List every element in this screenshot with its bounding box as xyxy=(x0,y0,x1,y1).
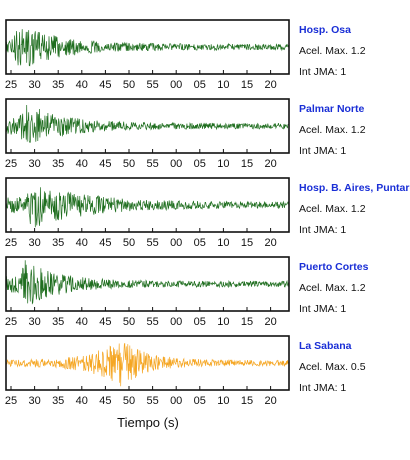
panel-frame xyxy=(5,256,290,312)
seismogram-panel: 25 30 35 40 45 50 55 00 05 10 15 20 Palmar Norte Acel… xyxy=(5,98,366,170)
x-tick-label: 50 xyxy=(123,395,135,407)
station-acceleration: Acel. Max. 0.5 xyxy=(299,361,366,373)
station-name: La Sabana xyxy=(299,340,352,352)
x-tick-label: 55 xyxy=(146,158,158,170)
x-tick-label: 05 xyxy=(194,158,206,170)
x-tick-label: 30 xyxy=(28,158,40,170)
x-tick-label: 10 xyxy=(217,158,229,170)
x-tick-label: 15 xyxy=(241,395,253,407)
panel-frame xyxy=(5,19,290,75)
x-tick-label: 00 xyxy=(170,79,182,91)
x-tick-label: 30 xyxy=(28,316,40,328)
x-tick-label: 45 xyxy=(99,79,111,91)
x-tick-label: 30 xyxy=(28,237,40,249)
x-tick-label: 15 xyxy=(241,237,253,249)
x-tick-label: 00 xyxy=(170,237,182,249)
x-tick-label: 10 xyxy=(217,237,229,249)
seismogram-panel: 25 30 35 40 45 50 55 00 05 10 15 20 Puerto Cortes Ace… xyxy=(5,256,369,328)
x-tick-label: 20 xyxy=(264,79,276,91)
x-tick-label: 30 xyxy=(28,395,40,407)
x-tick-label: 50 xyxy=(123,237,135,249)
station-acceleration: Acel. Max. 1.2 xyxy=(299,282,366,294)
x-tick-label: 05 xyxy=(194,395,206,407)
x-tick-label: 55 xyxy=(146,237,158,249)
x-tick-label: 30 xyxy=(28,79,40,91)
panel-frame xyxy=(5,98,290,154)
station-name: Hosp. Osa xyxy=(299,24,351,36)
x-tick-label: 20 xyxy=(264,316,276,328)
panel-frame xyxy=(5,335,290,391)
x-tick-label: 25 xyxy=(5,316,17,328)
x-tick-label: 40 xyxy=(76,316,88,328)
station-intensity: Int JMA: 1 xyxy=(299,382,346,394)
x-tick-label: 15 xyxy=(241,316,253,328)
x-tick-label: 10 xyxy=(217,395,229,407)
waveform-line xyxy=(6,187,289,228)
x-tick-label: 10 xyxy=(217,79,229,91)
x-tick-label: 35 xyxy=(52,316,64,328)
station-intensity: Int JMA: 1 xyxy=(299,224,346,236)
x-tick-label: 55 xyxy=(146,395,158,407)
x-tick-label: 00 xyxy=(170,395,182,407)
station-acceleration: Acel. Max. 1.2 xyxy=(299,124,366,136)
seismogram-panel: 25 30 35 40 45 50 55 00 05 10 15 20 La Sabana Acel. M… xyxy=(5,335,366,407)
x-tick-label: 20 xyxy=(264,158,276,170)
x-tick-label: 10 xyxy=(217,316,229,328)
station-name: Palmar Norte xyxy=(299,103,365,115)
waveform-line xyxy=(6,342,289,387)
seismogram-panel: 25 30 35 40 45 50 55 00 05 10 15 20 Hosp. Osa Acel. M… xyxy=(5,19,366,91)
x-tick-label: 35 xyxy=(52,158,64,170)
x-tick-label: 50 xyxy=(123,316,135,328)
x-tick-label: 40 xyxy=(76,79,88,91)
x-tick-label: 45 xyxy=(99,237,111,249)
x-tick-label: 45 xyxy=(99,158,111,170)
x-tick-label: 40 xyxy=(76,158,88,170)
station-intensity: Int JMA: 1 xyxy=(299,145,346,157)
seismogram-panel: 25 30 35 40 45 50 55 00 05 10 15 20 Hosp. B. Aires, … xyxy=(5,177,410,249)
station-intensity: Int JMA: 1 xyxy=(299,66,346,78)
x-tick-label: 50 xyxy=(123,158,135,170)
x-tick-label: 35 xyxy=(52,79,64,91)
x-tick-label: 00 xyxy=(170,316,182,328)
x-tick-label: 35 xyxy=(52,237,64,249)
x-tick-label: 15 xyxy=(241,158,253,170)
station-acceleration: Acel. Max. 1.2 xyxy=(299,45,366,57)
station-intensity: Int JMA: 1 xyxy=(299,303,346,315)
station-name: Hosp. B. Aires, Puntare xyxy=(299,182,410,194)
waveform-line xyxy=(6,260,289,305)
x-tick-label: 45 xyxy=(99,316,111,328)
x-tick-label: 15 xyxy=(241,79,253,91)
x-tick-label: 50 xyxy=(123,79,135,91)
x-tick-label: 20 xyxy=(264,237,276,249)
x-tick-label: 20 xyxy=(264,395,276,407)
panel-frame xyxy=(5,177,290,233)
x-tick-label: 00 xyxy=(170,158,182,170)
x-tick-label: 05 xyxy=(194,79,206,91)
x-tick-label: 25 xyxy=(5,79,17,91)
x-tick-label: 35 xyxy=(52,395,64,407)
station-name: Puerto Cortes xyxy=(299,261,369,273)
x-tick-label: 55 xyxy=(146,79,158,91)
x-tick-label: 25 xyxy=(5,395,17,407)
x-tick-label: 55 xyxy=(146,316,158,328)
station-acceleration: Acel. Max. 1.2 xyxy=(299,203,366,215)
waveform-line xyxy=(6,104,289,143)
x-tick-label: 40 xyxy=(76,237,88,249)
x-tick-label: 40 xyxy=(76,395,88,407)
x-tick-label: 25 xyxy=(5,158,17,170)
seismogram-panels: 25 30 35 40 45 50 55 00 05 10 15 20 Hosp. Osa Acel. M… xyxy=(5,19,410,407)
x-tick-label: 05 xyxy=(194,237,206,249)
x-tick-label: 25 xyxy=(5,237,17,249)
x-tick-label: 05 xyxy=(194,316,206,328)
waveform-line xyxy=(6,29,289,67)
x-axis-label: Tiempo (s) xyxy=(117,415,179,430)
x-tick-label: 45 xyxy=(99,395,111,407)
